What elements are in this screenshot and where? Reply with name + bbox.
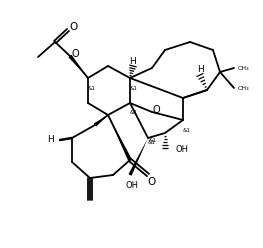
- Text: O: O: [69, 22, 77, 32]
- Polygon shape: [94, 115, 108, 126]
- Text: O: O: [152, 105, 160, 115]
- Text: O: O: [147, 177, 155, 187]
- Text: H: H: [130, 57, 136, 65]
- Text: CH₃: CH₃: [238, 86, 250, 91]
- Text: H: H: [197, 65, 203, 74]
- Text: &1: &1: [183, 127, 191, 132]
- Text: &1: &1: [130, 111, 138, 116]
- Polygon shape: [108, 115, 132, 161]
- Text: CH₃: CH₃: [238, 65, 250, 70]
- Text: &1: &1: [149, 138, 157, 144]
- Text: O: O: [71, 49, 79, 59]
- Text: OH: OH: [175, 146, 188, 155]
- Text: &1: &1: [130, 86, 138, 91]
- Polygon shape: [68, 55, 88, 78]
- Polygon shape: [128, 138, 148, 176]
- Text: OH: OH: [125, 181, 139, 189]
- Text: H: H: [47, 135, 53, 145]
- Text: &1: &1: [88, 86, 96, 91]
- Text: &1: &1: [148, 141, 156, 146]
